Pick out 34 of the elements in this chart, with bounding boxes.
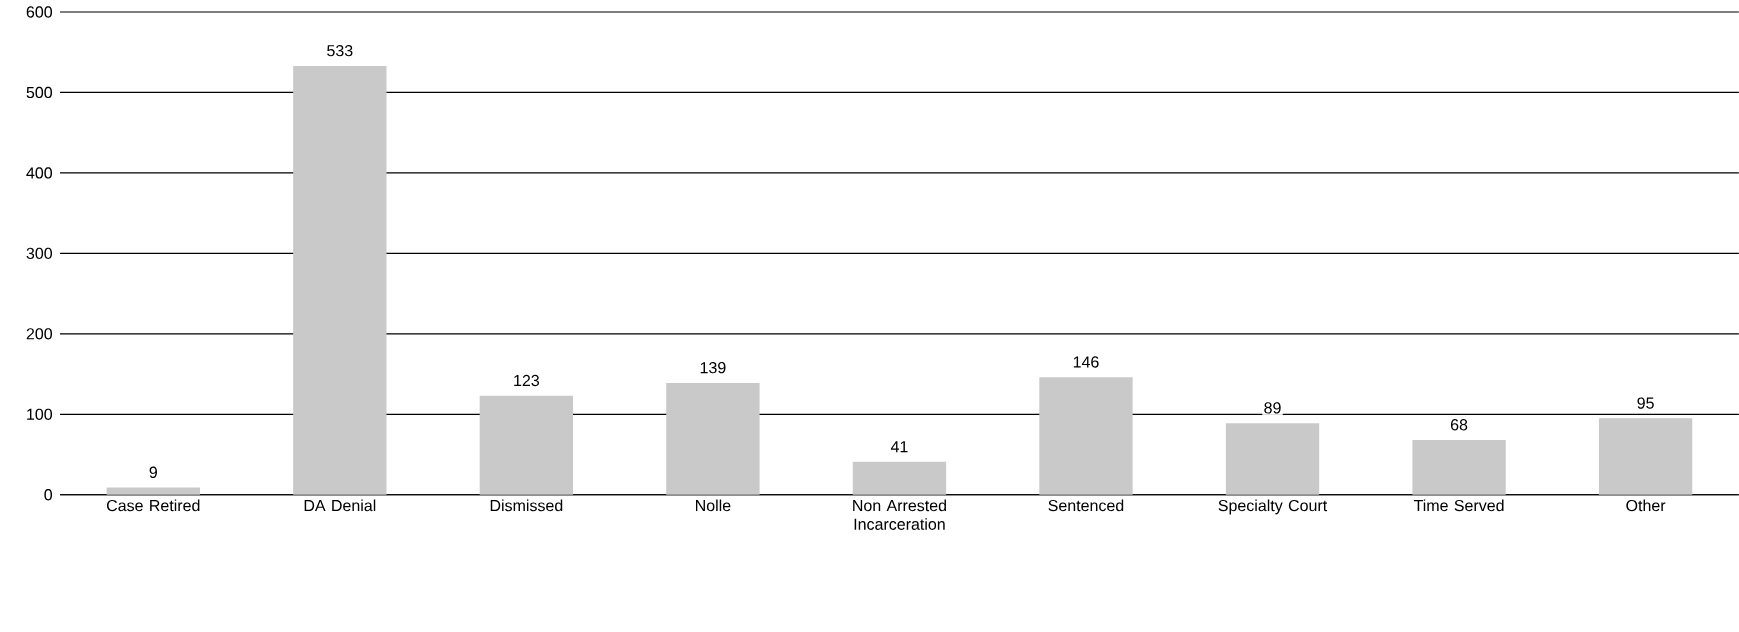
x-tick-label: Other [1626,499,1666,512]
data-label: 9 [149,466,157,478]
x-tick-label: Case Retired [106,499,200,512]
data-label: 95 [1637,397,1654,409]
data-label: 41 [890,441,908,453]
data-label: 139 [700,361,726,374]
data-label: 533 [327,44,353,57]
data-label: 146 [1073,356,1099,368]
bar [666,382,760,495]
x-tick-label: Sentenced [1048,499,1124,512]
data-label: 68 [1450,419,1468,431]
y-tick-label: 300 [26,247,53,259]
bar [293,65,387,495]
data-label: 123 [514,374,540,387]
y-tick-label: 400 [26,167,53,179]
y-tick-label: 600 [26,6,53,18]
y-tick-label: 200 [26,328,53,340]
x-tick-label: Nolle [695,499,731,512]
x-tick-label: Non Arrested Incarceration [853,499,946,530]
bar [1225,423,1320,495]
bar [106,487,200,495]
data-label: 89 [1264,402,1281,414]
y-tick-label: 100 [27,408,53,420]
x-tick-label: Time Served [1413,499,1504,512]
x-tick-label: DA Denial [304,499,376,512]
bar [1039,377,1133,495]
x-tick-label: Dismissed [490,499,563,512]
y-tick-label: 500 [26,86,53,99]
y-tick-label: 0 [44,489,53,501]
bar [479,395,574,495]
bar [852,461,947,495]
bar [1598,418,1693,495]
x-tick-label: Specialty Court [1218,499,1328,515]
bar [1412,440,1506,495]
